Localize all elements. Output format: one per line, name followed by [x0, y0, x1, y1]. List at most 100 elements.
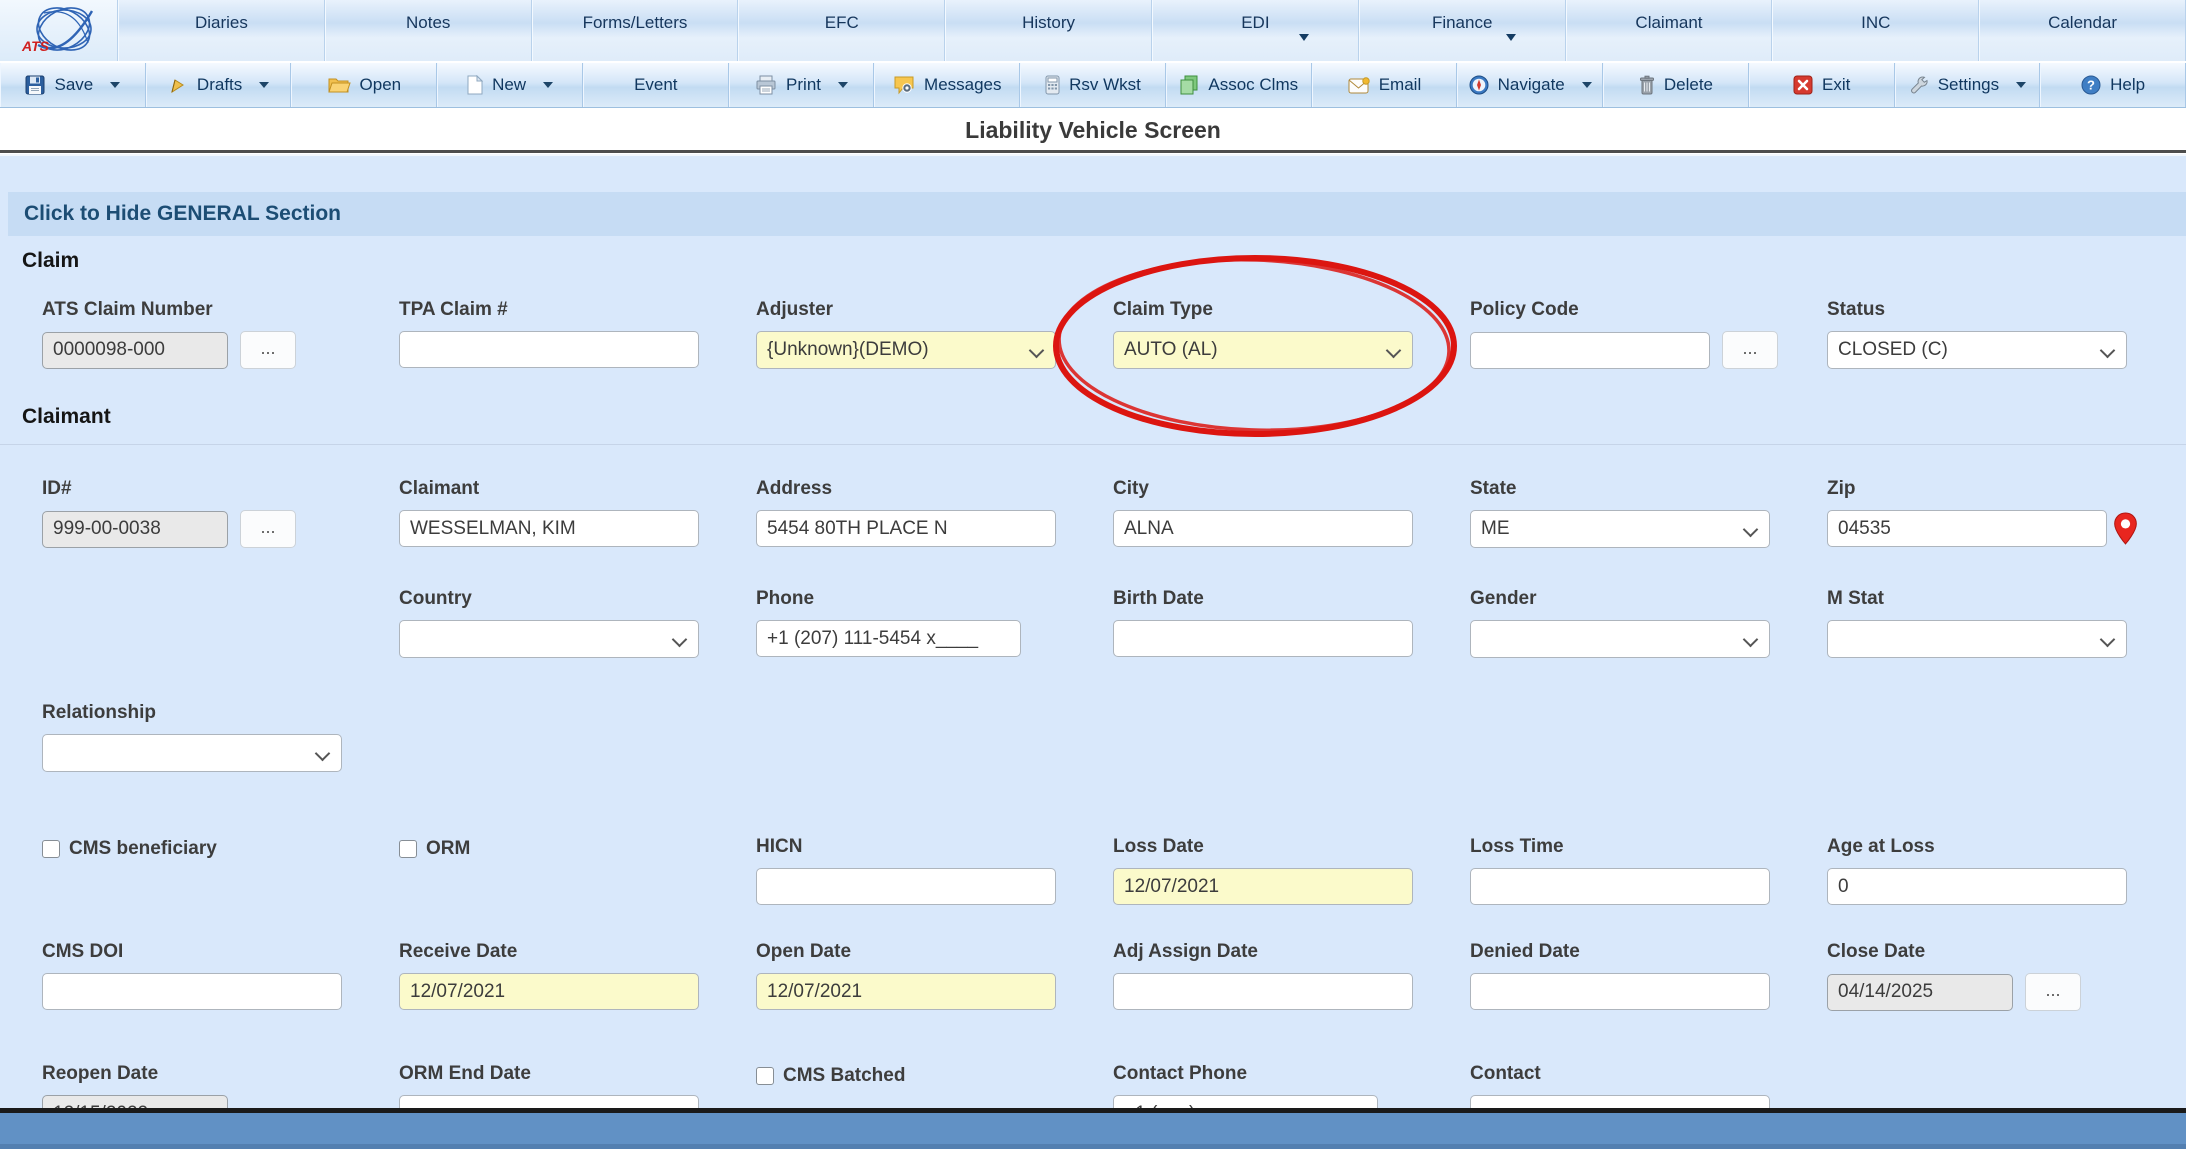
- chevron-down-icon: [838, 82, 849, 88]
- state-label: State: [1470, 478, 1517, 499]
- messages-button[interactable]: Messages: [874, 63, 1021, 107]
- cms-beneficiary-toggle[interactable]: CMS beneficiary: [42, 838, 399, 860]
- relationship-select[interactable]: [42, 734, 342, 772]
- close-date-lookup-button[interactable]: ...: [2025, 973, 2081, 1011]
- nav-tab-edi[interactable]: EDI: [1151, 0, 1359, 61]
- reserve-worksheet-button[interactable]: Rsv Wkst: [1020, 63, 1166, 107]
- nav-tab-forms-letters[interactable]: Forms/Letters: [531, 0, 739, 61]
- country-select[interactable]: [399, 620, 699, 658]
- open-button[interactable]: Open: [291, 63, 438, 107]
- exit-button[interactable]: Exit: [1748, 63, 1895, 107]
- nav-tab-label: Claimant: [1635, 13, 1703, 32]
- age-at-loss-input[interactable]: [1827, 868, 2127, 905]
- ats-claim-number-lookup-button[interactable]: ...: [240, 331, 296, 369]
- claimant-heading-rule: Claimant: [0, 405, 2186, 445]
- dates-row: CMS DOI Receive Date Open Date Adj Assig…: [0, 941, 2186, 1011]
- app-logo[interactable]: ATS: [0, 0, 118, 61]
- nav-tab-label: EFC: [824, 13, 859, 32]
- loss-time-input[interactable]: [1470, 868, 1770, 905]
- chevron-down-icon: [110, 82, 121, 88]
- print-button[interactable]: Print: [728, 63, 875, 107]
- nav-tab-calendar[interactable]: Calendar: [1979, 0, 2186, 61]
- city-input[interactable]: [1113, 510, 1413, 547]
- orm-checkbox[interactable]: [399, 840, 417, 858]
- address-input[interactable]: [756, 510, 1056, 547]
- nav-tab-inc[interactable]: INC: [1772, 0, 1980, 61]
- button-label: Help: [2110, 75, 2146, 94]
- zip-input[interactable]: [1827, 510, 2107, 547]
- nav-tab-finance[interactable]: Finance: [1358, 0, 1566, 61]
- cms-batched-toggle[interactable]: CMS Batched: [756, 1065, 1113, 1087]
- loss-time-label: Loss Time: [1470, 836, 1564, 857]
- messages-icon: [894, 76, 914, 95]
- field-denied-date: Denied Date: [1470, 941, 1827, 1011]
- field-zip: Zip: [1827, 478, 2184, 548]
- open-date-input[interactable]: [756, 973, 1056, 1010]
- field-loss-date: Loss Date: [1113, 836, 1470, 905]
- nav-tab-efc[interactable]: EFC: [738, 0, 946, 61]
- claimant-row-1: ID# ... Claimant Address City State ME Z…: [0, 478, 2186, 548]
- nav-tab-notes[interactable]: Notes: [324, 0, 532, 61]
- field-ats-claim-number: ATS Claim Number ...: [42, 299, 399, 369]
- field-birth-date: Birth Date: [1113, 588, 1470, 658]
- toolbar: Save Drafts Open New Event Print Message…: [0, 62, 2186, 108]
- map-pin-icon[interactable]: [2113, 512, 2138, 545]
- open-folder-icon: [327, 78, 351, 93]
- cms-batched-checkbox[interactable]: [756, 1067, 774, 1085]
- status-select[interactable]: CLOSED (C): [1827, 331, 2127, 369]
- birth-date-input[interactable]: [1113, 620, 1413, 657]
- settings-icon: [1910, 76, 1928, 94]
- help-button[interactable]: ? Help: [2040, 63, 2186, 107]
- svg-text:ATS: ATS: [21, 38, 50, 54]
- close-date-input[interactable]: [1827, 973, 2013, 1011]
- hicn-input[interactable]: [756, 868, 1056, 905]
- tpa-claim-number-input[interactable]: [399, 331, 699, 368]
- adjuster-value: {Unknown}(DEMO): [767, 339, 929, 360]
- cms-doi-input[interactable]: [42, 973, 342, 1010]
- drafts-button[interactable]: Drafts: [145, 63, 292, 107]
- navigate-button[interactable]: Navigate: [1457, 63, 1604, 107]
- cms-beneficiary-checkbox[interactable]: [42, 840, 60, 858]
- event-button[interactable]: Event: [582, 63, 729, 107]
- adjuster-select[interactable]: {Unknown}(DEMO): [756, 331, 1056, 369]
- field-city: City: [1113, 478, 1470, 548]
- associated-claims-button[interactable]: Assoc Clms: [1165, 63, 1312, 107]
- settings-button[interactable]: Settings: [1894, 63, 2041, 107]
- status-value: CLOSED (C): [1838, 339, 1948, 360]
- loss-date-input[interactable]: [1113, 868, 1413, 905]
- denied-date-input[interactable]: [1470, 973, 1770, 1010]
- phone-input[interactable]: [756, 620, 1021, 657]
- field-hicn: HICN: [756, 836, 1113, 905]
- field-policy-code: Policy Code ...: [1470, 299, 1827, 369]
- policy-code-input[interactable]: [1470, 331, 1710, 369]
- delete-button[interactable]: Delete: [1603, 63, 1749, 107]
- nav-tab-label: Finance: [1431, 13, 1493, 32]
- chevron-down-icon: [1506, 34, 1517, 41]
- gender-select[interactable]: [1470, 620, 1770, 658]
- id-number-lookup-button[interactable]: ...: [240, 510, 296, 548]
- adj-assign-date-input[interactable]: [1113, 973, 1413, 1010]
- state-select[interactable]: ME: [1470, 510, 1770, 548]
- claimant-row-2: Country Phone Birth Date Gender M Stat: [0, 588, 2186, 658]
- claim-type-select[interactable]: AUTO (AL): [1113, 331, 1413, 369]
- gender-label: Gender: [1470, 588, 1537, 609]
- policy-code-lookup-button[interactable]: ...: [1722, 331, 1778, 369]
- general-section-toggle[interactable]: Click to Hide GENERAL Section: [8, 192, 2186, 236]
- nav-tab-diaries[interactable]: Diaries: [118, 0, 325, 61]
- relationship-label: Relationship: [42, 702, 157, 723]
- ats-claim-number-input[interactable]: [42, 331, 228, 369]
- id-number-input[interactable]: [42, 510, 228, 548]
- button-label: Save: [54, 75, 94, 94]
- orm-toggle[interactable]: ORM: [399, 838, 756, 860]
- city-label: City: [1113, 478, 1149, 499]
- claimant-name-input[interactable]: [399, 510, 699, 547]
- nav-tab-history[interactable]: History: [945, 0, 1152, 61]
- new-button[interactable]: New: [437, 63, 583, 107]
- field-open-date: Open Date: [756, 941, 1113, 1011]
- email-button[interactable]: Email: [1311, 63, 1458, 107]
- status-label: Status: [1827, 299, 1886, 320]
- receive-date-input[interactable]: [399, 973, 699, 1010]
- nav-tab-claimant[interactable]: Claimant: [1565, 0, 1773, 61]
- save-button[interactable]: Save: [0, 63, 146, 107]
- m-stat-select[interactable]: [1827, 620, 2127, 658]
